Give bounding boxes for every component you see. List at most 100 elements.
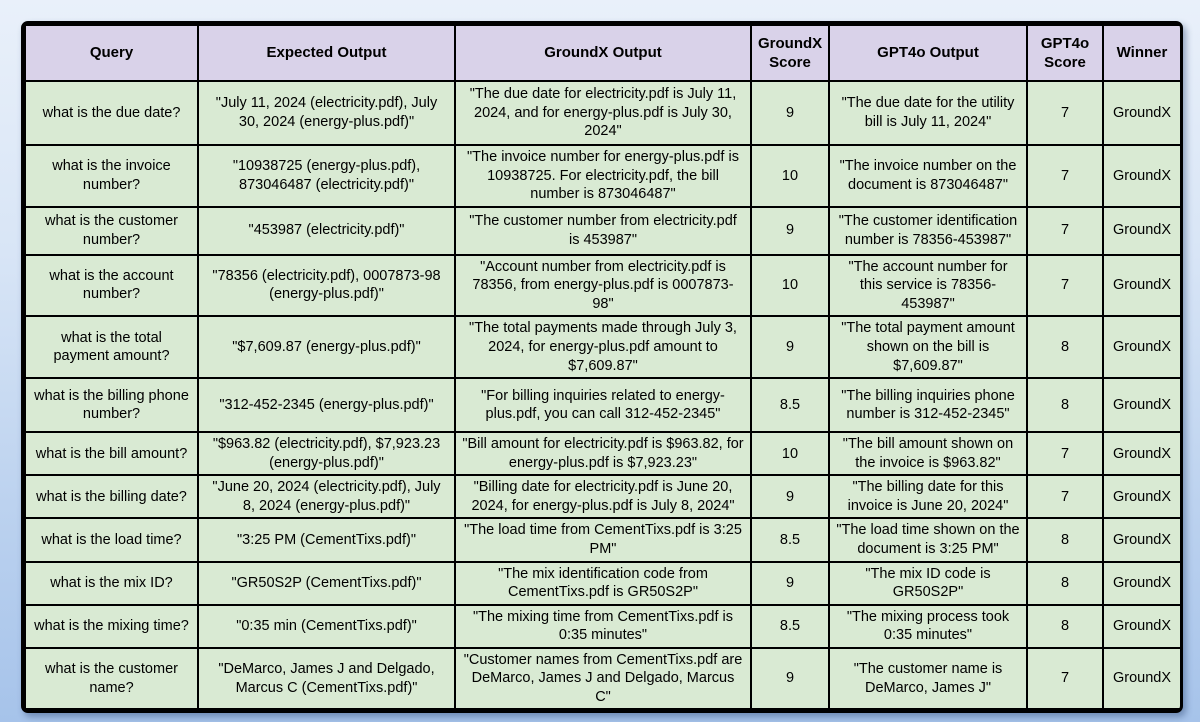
- cell-gpt4o-output: "The total payment amount shown on the b…: [828, 315, 1028, 380]
- column-header-gpt4o-score: GPT4o Score: [1026, 24, 1104, 82]
- cell-winner: GroundX: [1102, 560, 1180, 606]
- table-row: what is the invoice number? "10938725 (e…: [24, 144, 1180, 208]
- column-header-gpt4o-output: GPT4o Output: [828, 24, 1028, 82]
- table-row: what is the due date? "July 11, 2024 (el…: [24, 80, 1180, 146]
- cell-gpt4o-output: "The mix ID code is GR50S2P": [828, 560, 1028, 606]
- cell-groundx-score: 9: [750, 646, 830, 711]
- cell-gpt4o-output: "The invoice number on the document is 8…: [828, 144, 1028, 208]
- column-header-winner: Winner: [1102, 24, 1180, 82]
- cell-gpt4o-score: 7: [1026, 474, 1104, 520]
- table-row: what is the mix ID? "GR50S2P (CementTixs…: [24, 560, 1180, 606]
- cell-query: what is the billing date?: [24, 474, 199, 520]
- cell-groundx-score: 10: [750, 253, 830, 318]
- table-row: what is the bill amount? "$963.82 (elect…: [24, 431, 1180, 477]
- cell-query: what is the mix ID?: [24, 560, 199, 606]
- cell-groundx-score: 9: [750, 80, 830, 146]
- cell-groundx-output: "Customer names from CementTixs.pdf are …: [454, 646, 752, 711]
- cell-query: what is the billing phone number?: [24, 377, 199, 434]
- cell-gpt4o-score: 7: [1026, 431, 1104, 477]
- cell-winner: GroundX: [1102, 253, 1180, 318]
- cell-groundx-score: 9: [750, 205, 830, 256]
- cell-query: what is the total payment amount?: [24, 315, 199, 380]
- cell-query: what is the bill amount?: [24, 431, 199, 477]
- column-header-groundx-output: GroundX Output: [454, 24, 752, 82]
- cell-gpt4o-output: "The load time shown on the document is …: [828, 517, 1028, 563]
- cell-winner: GroundX: [1102, 377, 1180, 434]
- cell-winner: GroundX: [1102, 474, 1180, 520]
- cell-query: what is the mixing time?: [24, 603, 199, 649]
- cell-expected-output: "0:35 min (CementTixs.pdf)": [197, 603, 456, 649]
- cell-gpt4o-score: 8: [1026, 315, 1104, 380]
- cell-groundx-output: "The mixing time from CementTixs.pdf is …: [454, 603, 752, 649]
- table-row: what is the customer number? "453987 (el…: [24, 205, 1180, 256]
- cell-groundx-output: "The mix identification code from Cement…: [454, 560, 752, 606]
- cell-query: what is the customer name?: [24, 646, 199, 711]
- cell-expected-output: "June 20, 2024 (electricity.pdf), July 8…: [197, 474, 456, 520]
- cell-groundx-output: "The due date for electricity.pdf is Jul…: [454, 80, 752, 146]
- cell-query: what is the invoice number?: [24, 144, 199, 208]
- cell-expected-output: "78356 (electricity.pdf), 0007873-98 (en…: [197, 253, 456, 318]
- cell-expected-output: "July 11, 2024 (electricity.pdf), July 3…: [197, 80, 456, 146]
- cell-groundx-score: 8.5: [750, 377, 830, 434]
- cell-groundx-score: 9: [750, 315, 830, 380]
- cell-winner: GroundX: [1102, 315, 1180, 380]
- cell-groundx-score: 8.5: [750, 603, 830, 649]
- cell-winner: GroundX: [1102, 646, 1180, 711]
- comparison-table-container: Query Expected Output GroundX Output Gro…: [21, 21, 1183, 714]
- groundx-vs-gpt4o-comparison-table: Query Expected Output GroundX Output Gro…: [24, 24, 1180, 711]
- cell-groundx-output: "Account number from electricity.pdf is …: [454, 253, 752, 318]
- cell-gpt4o-output: "The bill amount shown on the invoice is…: [828, 431, 1028, 477]
- cell-expected-output: "$963.82 (electricity.pdf), $7,923.23 (e…: [197, 431, 456, 477]
- cell-winner: GroundX: [1102, 205, 1180, 256]
- cell-groundx-score: 9: [750, 560, 830, 606]
- cell-gpt4o-score: 7: [1026, 646, 1104, 711]
- cell-expected-output: "DeMarco, James J and Delgado, Marcus C …: [197, 646, 456, 711]
- cell-gpt4o-output: "The customer name is DeMarco, James J": [828, 646, 1028, 711]
- cell-winner: GroundX: [1102, 144, 1180, 208]
- column-header-groundx-score: GroundX Score: [750, 24, 830, 82]
- cell-expected-output: "3:25 PM (CementTixs.pdf)": [197, 517, 456, 563]
- cell-gpt4o-score: 8: [1026, 517, 1104, 563]
- cell-groundx-score: 10: [750, 144, 830, 208]
- cell-gpt4o-score: 8: [1026, 377, 1104, 434]
- cell-query: what is the account number?: [24, 253, 199, 318]
- cell-winner: GroundX: [1102, 80, 1180, 146]
- cell-gpt4o-score: 8: [1026, 560, 1104, 606]
- cell-expected-output: "453987 (electricity.pdf)": [197, 205, 456, 256]
- cell-expected-output: "$7,609.87 (energy-plus.pdf)": [197, 315, 456, 380]
- cell-groundx-output: "The load time from CementTixs.pdf is 3:…: [454, 517, 752, 563]
- cell-groundx-output: "For billing inquiries related to energy…: [454, 377, 752, 434]
- table-row: what is the billing phone number? "312-4…: [24, 377, 1180, 434]
- cell-groundx-score: 8.5: [750, 517, 830, 563]
- cell-gpt4o-output: "The billing inquiries phone number is 3…: [828, 377, 1028, 434]
- cell-gpt4o-score: 7: [1026, 253, 1104, 318]
- cell-query: what is the load time?: [24, 517, 199, 563]
- cell-gpt4o-output: "The due date for the utility bill is Ju…: [828, 80, 1028, 146]
- cell-groundx-output: "The invoice number for energy-plus.pdf …: [454, 144, 752, 208]
- cell-gpt4o-output: "The account number for this service is …: [828, 253, 1028, 318]
- cell-gpt4o-score: 7: [1026, 80, 1104, 146]
- cell-gpt4o-score: 7: [1026, 144, 1104, 208]
- cell-expected-output: "312-452-2345 (energy-plus.pdf)": [197, 377, 456, 434]
- cell-gpt4o-output: "The billing date for this invoice is Ju…: [828, 474, 1028, 520]
- cell-groundx-score: 10: [750, 431, 830, 477]
- cell-groundx-output: "The customer number from electricity.pd…: [454, 205, 752, 256]
- table-row: what is the mixing time? "0:35 min (Ceme…: [24, 603, 1180, 649]
- table-row: what is the total payment amount? "$7,60…: [24, 315, 1180, 380]
- table-row: what is the billing date? "June 20, 2024…: [24, 474, 1180, 520]
- cell-groundx-score: 9: [750, 474, 830, 520]
- cell-gpt4o-score: 7: [1026, 205, 1104, 256]
- cell-groundx-output: "The total payments made through July 3,…: [454, 315, 752, 380]
- header-row: Query Expected Output GroundX Output Gro…: [24, 24, 1180, 82]
- cell-query: what is the due date?: [24, 80, 199, 146]
- cell-expected-output: "GR50S2P (CementTixs.pdf)": [197, 560, 456, 606]
- cell-gpt4o-output: "The customer identification number is 7…: [828, 205, 1028, 256]
- column-header-expected-output: Expected Output: [197, 24, 456, 82]
- cell-groundx-output: "Billing date for electricity.pdf is Jun…: [454, 474, 752, 520]
- cell-gpt4o-score: 8: [1026, 603, 1104, 649]
- table-row: what is the account number? "78356 (elec…: [24, 253, 1180, 318]
- cell-groundx-output: "Bill amount for electricity.pdf is $963…: [454, 431, 752, 477]
- cell-winner: GroundX: [1102, 431, 1180, 477]
- table-row: what is the load time? "3:25 PM (CementT…: [24, 517, 1180, 563]
- cell-expected-output: "10938725 (energy-plus.pdf), 873046487 (…: [197, 144, 456, 208]
